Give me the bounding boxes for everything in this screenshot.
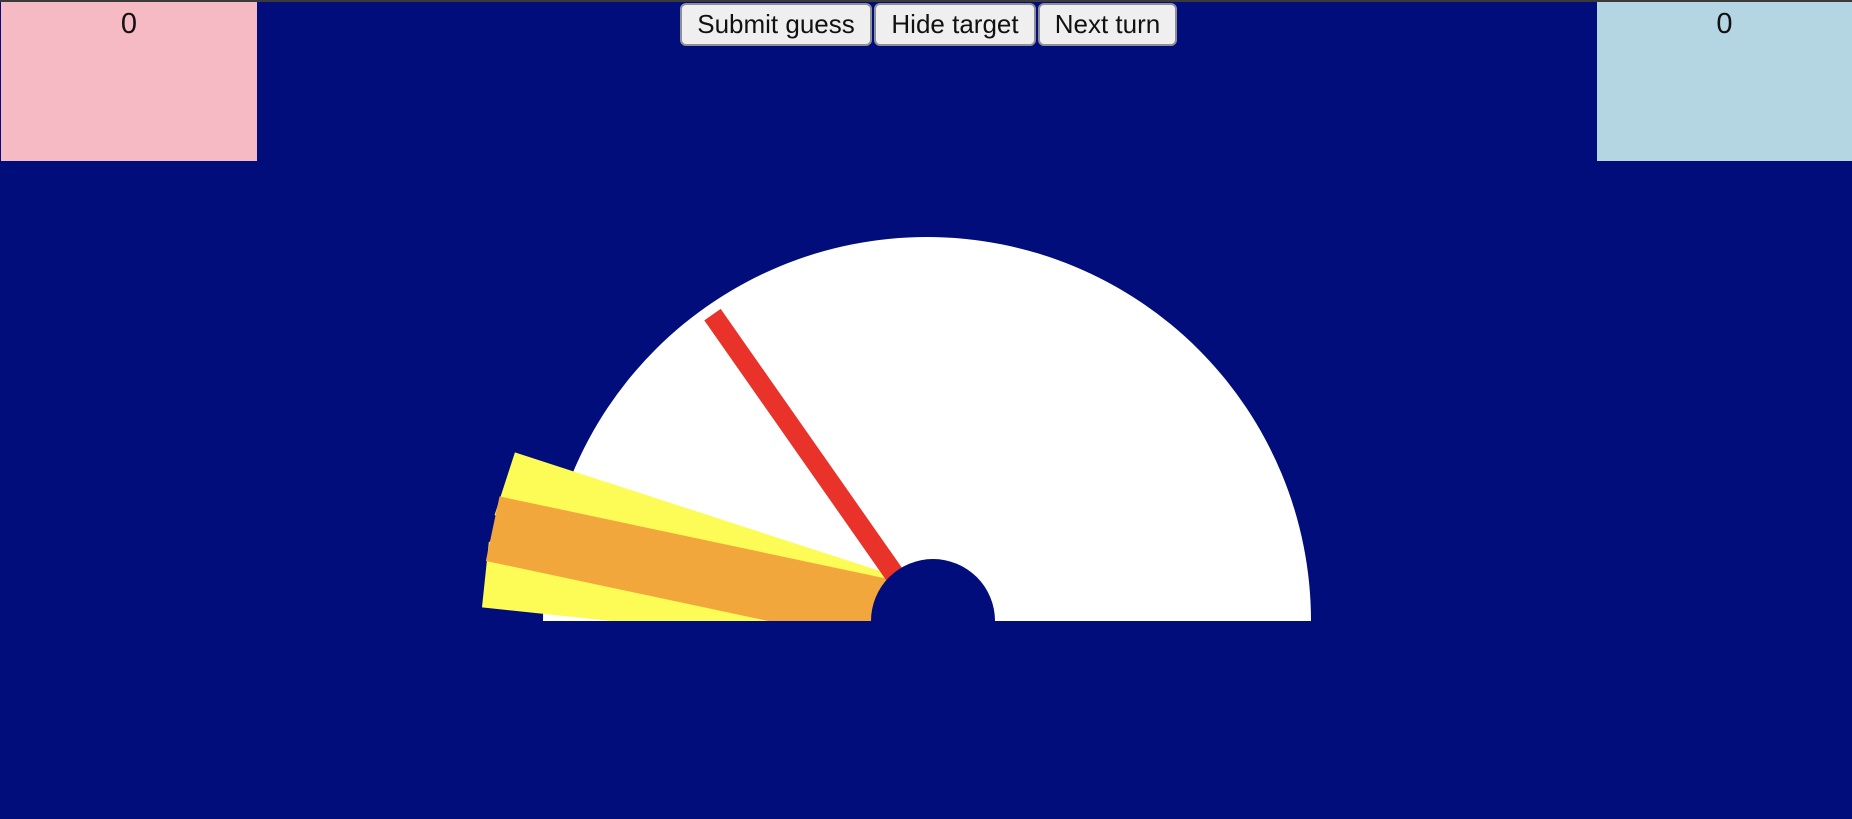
left-team-score: 0: [120, 8, 138, 40]
submit-guess-button[interactable]: Submit guess: [680, 3, 872, 46]
target-zone: [481, 452, 938, 621]
guess-needle[interactable]: [704, 308, 914, 597]
hide-target-button[interactable]: Hide target: [874, 3, 1036, 46]
right-team-score: 0: [1716, 8, 1733, 40]
left-team-score-panel: 0: [1, 2, 257, 161]
dial-hub: [871, 559, 995, 621]
game-controls: Submit guess Hide target Next turn: [680, 3, 1177, 46]
top-border: [0, 0, 1852, 2]
right-team-score-panel: 0: [1597, 2, 1852, 161]
next-turn-button[interactable]: Next turn: [1038, 3, 1177, 46]
target-band-center: [485, 496, 934, 621]
